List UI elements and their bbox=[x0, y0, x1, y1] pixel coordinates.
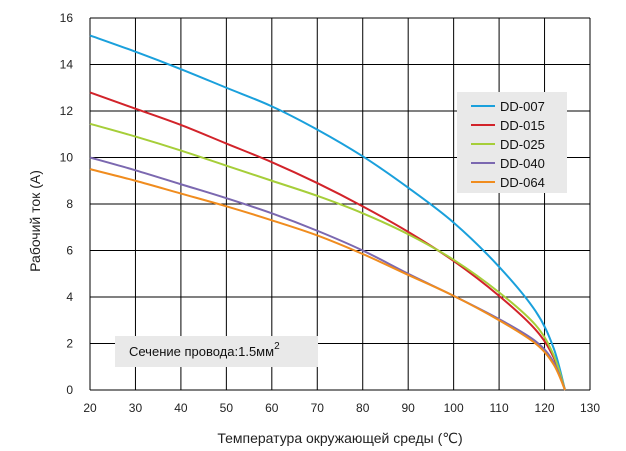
x-tick-label-70: 70 bbox=[311, 401, 325, 415]
annotation-superscript: 2 bbox=[274, 341, 280, 352]
annotation-main: Сечение провода:1.5мм bbox=[129, 344, 274, 359]
y-tick-label-8: 8 bbox=[66, 197, 73, 211]
x-tick-label-30: 30 bbox=[129, 401, 143, 415]
x-tick-labels: 20 30 40 50 60 70 80 90 100 110 120 130 bbox=[83, 401, 600, 415]
x-tick-label-130: 130 bbox=[580, 401, 600, 415]
legend-label-dd-040: DD-040 bbox=[500, 156, 545, 171]
x-tick-label-100: 100 bbox=[444, 401, 464, 415]
y-tick-label-14: 14 bbox=[60, 58, 74, 72]
legend-label-dd-064: DD-064 bbox=[500, 175, 545, 190]
y-tick-label-12: 12 bbox=[60, 104, 74, 118]
annotation-box: Сечение провода:1.5мм2 bbox=[115, 336, 318, 367]
x-tick-label-120: 120 bbox=[535, 401, 555, 415]
y-tick-label-2: 2 bbox=[66, 337, 73, 351]
legend-label-dd-025: DD-025 bbox=[500, 137, 545, 152]
annotation-text: Сечение провода:1.5мм2 bbox=[129, 341, 280, 359]
x-tick-label-90: 90 bbox=[402, 401, 416, 415]
y-tick-label-16: 16 bbox=[60, 11, 74, 25]
y-tick-label-4: 4 bbox=[66, 290, 73, 304]
y-tick-label-6: 6 bbox=[66, 244, 73, 258]
legend-label-dd-007: DD-007 bbox=[500, 99, 545, 114]
x-tick-label-40: 40 bbox=[174, 401, 188, 415]
y-tick-label-10: 10 bbox=[60, 151, 74, 165]
x-tick-label-80: 80 bbox=[356, 401, 370, 415]
x-axis-label: Температура окружающей среды (℃) bbox=[217, 430, 462, 446]
legend: DD-007 DD-015 DD-025 DD-040 DD-064 bbox=[457, 92, 567, 193]
x-tick-label-50: 50 bbox=[220, 401, 234, 415]
x-tick-label-20: 20 bbox=[83, 401, 97, 415]
x-tick-label-60: 60 bbox=[265, 401, 279, 415]
legend-label-dd-015: DD-015 bbox=[500, 118, 545, 133]
y-axis-label: Рабочий ток (A) bbox=[27, 170, 43, 272]
y-tick-labels: 0 2 4 6 8 10 12 14 16 bbox=[60, 11, 74, 397]
y-tick-label-0: 0 bbox=[66, 383, 73, 397]
x-tick-label-110: 110 bbox=[490, 401, 509, 415]
